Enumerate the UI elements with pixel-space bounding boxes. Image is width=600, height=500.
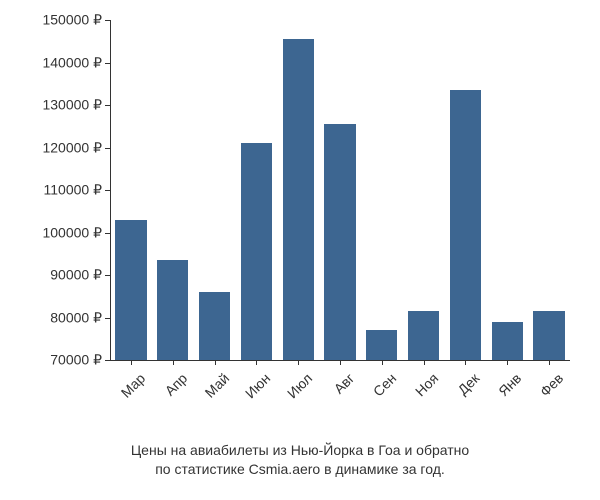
x-tick-mark — [173, 360, 174, 365]
x-tick-label: Мар — [111, 370, 148, 407]
y-tick-label: 120000 ₽ — [42, 139, 102, 156]
x-tick-label: Июн — [237, 370, 274, 407]
x-tick-mark — [256, 360, 257, 365]
plot-area — [110, 20, 570, 360]
y-tick-label: 100000 ₽ — [42, 224, 102, 241]
bar — [241, 143, 272, 360]
y-axis: 70000 ₽80000 ₽90000 ₽100000 ₽110000 ₽120… — [0, 20, 110, 360]
chart-container: 70000 ₽ 80000 ₽ 90000 ₽ 100000 ₽ 110000 ₽ 120… — [0, 0, 600, 500]
x-tick-label: Ноя — [404, 370, 441, 407]
x-tick-mark — [382, 360, 383, 365]
bar — [157, 260, 188, 360]
y-tick-label: 80000 ₽ — [50, 309, 102, 326]
x-tick-label: Май — [195, 370, 232, 407]
bar — [366, 330, 397, 360]
bar — [492, 322, 523, 360]
chart-caption: Цены на авиабилеты из Нью-Йорка в Гоа и … — [0, 441, 600, 480]
caption-line-1: Цены на авиабилеты из Нью-Йорка в Гоа и … — [131, 442, 469, 458]
x-tick-label: Дек — [446, 370, 483, 407]
y-tick-label: 90000 ₽ — [50, 267, 102, 284]
x-tick-mark — [298, 360, 299, 365]
x-tick-label: Июл — [279, 370, 316, 407]
y-tick-label: 70000 ₽ — [50, 352, 102, 369]
x-tick-label: Авг — [321, 370, 358, 407]
y-tick-label: 130000 ₽ — [42, 97, 102, 114]
bar — [324, 124, 355, 360]
bar — [115, 220, 146, 360]
y-tick-label: 110000 ₽ — [44, 182, 102, 199]
bars-group — [110, 20, 570, 360]
x-tick-mark — [424, 360, 425, 365]
caption-line-2: по статистике Csmia.aero в динамике за г… — [155, 461, 445, 477]
x-tick-mark — [340, 360, 341, 365]
bar — [450, 90, 481, 360]
x-tick-label: Фев — [530, 370, 567, 407]
x-tick-mark — [549, 360, 550, 365]
x-tick-mark — [131, 360, 132, 365]
bar — [283, 39, 314, 360]
bar — [199, 292, 230, 360]
x-tick-mark — [507, 360, 508, 365]
bar — [533, 311, 564, 360]
x-tick-label: Апр — [153, 370, 190, 407]
x-tick-mark — [215, 360, 216, 365]
x-tick-mark — [465, 360, 466, 365]
y-tick-label: 150000 ₽ — [42, 12, 102, 29]
x-tick-label: Сен — [362, 370, 399, 407]
x-tick-label: Янв — [488, 370, 525, 407]
bar — [408, 311, 439, 360]
y-tick-label: 140000 ₽ — [42, 54, 102, 71]
